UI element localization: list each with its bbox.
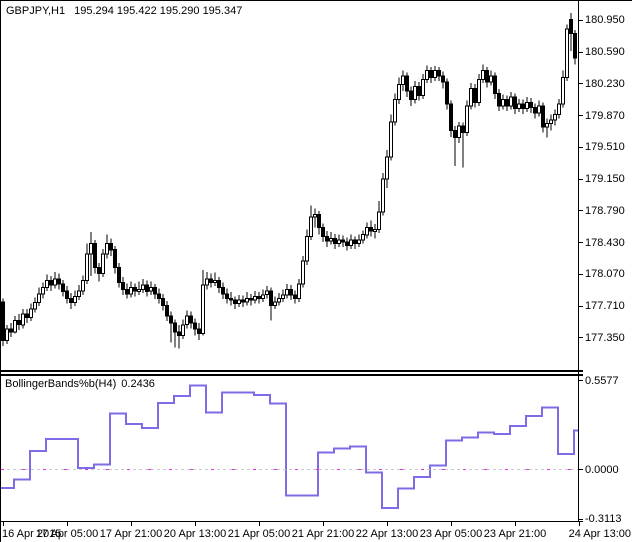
price-axis-label: 178.070: [585, 268, 625, 280]
price-tick: [579, 274, 583, 275]
time-axis-label: 21 Apr 05:00: [227, 528, 291, 540]
price-axis-label: 177.710: [585, 300, 625, 312]
price-axis-label: 180.950: [585, 14, 625, 26]
price-chart[interactable]: [1, 1, 579, 371]
indicator-zero-line: [1, 469, 578, 470]
pane-separator-bottom[interactable]: [1, 374, 583, 376]
chart-title: GBPJPY,H1 195.294 195.422 195.290 195.347: [6, 5, 242, 17]
indicator-axis-label: 0.0000: [585, 464, 619, 476]
time-tick: [131, 522, 132, 526]
time-axis-label: 20 Apr 13:00: [163, 528, 227, 540]
time-axis-line: [1, 521, 583, 522]
indicator-name-label: BollingerBands%b(H4): [5, 378, 117, 390]
price-axis-label: 180.590: [585, 46, 625, 58]
price-tick: [579, 306, 583, 307]
price-tick: [579, 20, 583, 21]
time-tick: [387, 522, 388, 526]
price-axis-label: 179.510: [585, 141, 625, 153]
indicator-tick: [579, 380, 583, 381]
time-axis-label: 17 Apr 21:00: [99, 528, 163, 540]
time-axis-label: 16 Apr 2015: [2, 528, 62, 540]
price-tick: [579, 210, 583, 211]
time-tick: [323, 522, 324, 526]
price-axis-label: 178.430: [585, 237, 625, 249]
price-tick: [579, 115, 583, 116]
price-axis-label: 179.150: [585, 173, 625, 185]
price-tick: [579, 337, 583, 338]
pane-separator-top[interactable]: [1, 370, 583, 372]
symbol-period-label: GBPJPY,H1: [6, 5, 66, 17]
time-tick: [259, 522, 260, 526]
indicator-title: BollingerBands%b(H4) 0.2436: [5, 378, 155, 390]
price-axis-label: 177.350: [585, 332, 625, 344]
price-tick: [579, 179, 583, 180]
price-axis-label: 180.230: [585, 78, 625, 90]
indicator-axis-labels: 0.5577 0.0000 -0.3113: [1, 371, 632, 525]
price-tick: [579, 147, 583, 148]
time-axis-label: 17 Apr 05:00: [35, 528, 99, 540]
time-tick: [515, 522, 516, 526]
price-axis-line: [578, 1, 579, 521]
price-axis-labels: 180.950 180.590 180.230 179.870 179.510 179.1…: [1, 1, 632, 371]
indicator-chart[interactable]: [1, 376, 579, 521]
indicator-value-label: 0.2436: [121, 378, 155, 390]
time-axis-label: 24 Apr 13:00: [568, 528, 631, 540]
time-tick: [67, 522, 68, 526]
time-axis-label: 22 Apr 13:00: [355, 528, 419, 540]
time-axis-label: 23 Apr 21:00: [483, 528, 547, 540]
indicator-pane[interactable]: [1, 376, 579, 521]
ohlc-quote-label: 195.294 195.422 195.290 195.347: [74, 5, 243, 17]
time-tick: [451, 522, 452, 526]
time-axis-labels: 16 Apr 2015 17 Apr 05:00 17 Apr 21:00 20 Ap…: [1, 521, 632, 542]
time-tick: [3, 522, 4, 526]
indicator-tick: [579, 469, 583, 470]
time-tick: [579, 522, 580, 526]
indicator-axis-label: 0.5577: [585, 375, 619, 387]
price-tick: [579, 242, 583, 243]
price-tick: [579, 52, 583, 53]
price-axis-label: 179.870: [585, 110, 625, 122]
time-axis-label: 23 Apr 05:00: [419, 528, 483, 540]
indicator-tick: [579, 519, 583, 520]
indicator-axis-label: -0.3113: [585, 513, 622, 525]
time-axis-label: 21 Apr 21:00: [291, 528, 355, 540]
time-tick: [195, 522, 196, 526]
price-axis-label: 178.790: [585, 205, 625, 217]
price-tick: [579, 83, 583, 84]
